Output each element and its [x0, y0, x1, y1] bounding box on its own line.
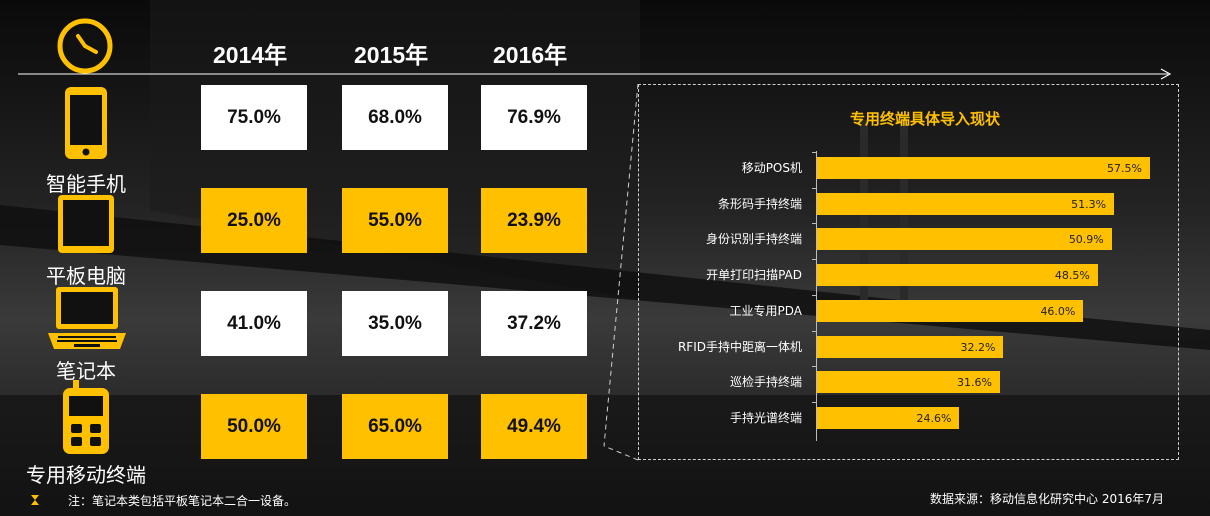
category-label: 身份识别手持终端	[705, 232, 802, 247]
bar	[817, 406, 960, 429]
bar	[817, 299, 1084, 322]
row-label-terminal: 专用移动终端	[26, 463, 146, 487]
year-header-2014: 2014年	[213, 42, 288, 68]
bar-value-label: 24.6%	[916, 411, 952, 425]
axis-tick	[812, 330, 816, 332]
cell-laptop-2016: 37.2%	[481, 291, 587, 356]
bar-value-label: 46.0%	[1040, 304, 1076, 318]
category-label: 移动POS机	[741, 161, 802, 175]
category-label: 手持光谱终端	[729, 410, 802, 425]
row-label-tablet: 平板电脑	[46, 264, 126, 288]
smartphone-icon	[63, 85, 109, 165]
axis-tick	[812, 259, 816, 261]
cell-laptop-2015: 35.0%	[342, 291, 448, 356]
bar-value-label: 32.2%	[960, 340, 996, 354]
year-header-2015: 2015年	[354, 42, 429, 68]
year-header-2016: 2016年	[493, 42, 568, 68]
bar-value-label: 57.5%	[1107, 162, 1142, 175]
clock-icon	[54, 18, 116, 78]
bar-value-label: 51.3%	[1071, 197, 1107, 211]
cell-terminal-2015: 65.0%	[342, 394, 448, 459]
row-label-smartphone: 智能手机	[46, 172, 126, 196]
timeline-arrow	[18, 68, 1172, 80]
category-label: 开单打印扫描PAD	[706, 268, 802, 283]
bar-value-label: 50.9%	[1068, 233, 1104, 247]
bar	[817, 371, 1000, 394]
row-label-laptop: 笔记本	[56, 359, 116, 383]
cell-tablet-2015: 55.0%	[342, 188, 448, 253]
hourglass-icon	[31, 495, 39, 505]
laptop-icon	[46, 285, 128, 355]
category-label: 条形码手持终端	[717, 196, 802, 211]
bar	[817, 192, 1115, 215]
axis-tick	[812, 294, 816, 296]
bar-value-label: 48.5%	[1054, 269, 1090, 283]
chart-title: 专用终端具体导入现状	[849, 110, 1000, 128]
axis-tick	[812, 187, 816, 189]
footnote: 注：笔记本类包括平板笔记本二合一设备。	[68, 494, 297, 508]
cell-terminal-2016: 49.4%	[481, 394, 587, 459]
category-label: 工业专用PDA	[729, 303, 802, 318]
chart-frame	[638, 84, 1179, 460]
cell-smartphone-2014: 75.0%	[201, 85, 307, 150]
bar	[817, 157, 1150, 179]
data-source: 数据来源：移动信息化研究中心 2016年7月	[930, 492, 1164, 506]
cell-terminal-2014: 50.0%	[201, 394, 307, 459]
callout-lines	[603, 84, 639, 461]
axis-tick	[812, 152, 816, 153]
chart-category-axis	[816, 151, 817, 441]
cell-laptop-2014: 41.0%	[201, 291, 307, 356]
handheld-terminal-icon	[61, 380, 111, 460]
bar	[817, 264, 1098, 287]
axis-tick	[812, 366, 816, 368]
category-label: RFID手持中距离一体机	[677, 339, 802, 354]
category-label: 巡检手持终端	[729, 375, 802, 390]
tablet-icon	[56, 193, 116, 259]
cell-smartphone-2015: 68.0%	[342, 85, 448, 150]
axis-tick	[812, 223, 816, 225]
cell-tablet-2016: 23.9%	[481, 188, 587, 253]
axis-tick	[812, 401, 816, 403]
bar	[817, 335, 1004, 358]
cell-tablet-2014: 25.0%	[201, 188, 307, 253]
bar	[817, 228, 1112, 251]
bar-value-label: 31.6%	[957, 376, 992, 390]
cell-smartphone-2016: 76.9%	[481, 85, 587, 150]
